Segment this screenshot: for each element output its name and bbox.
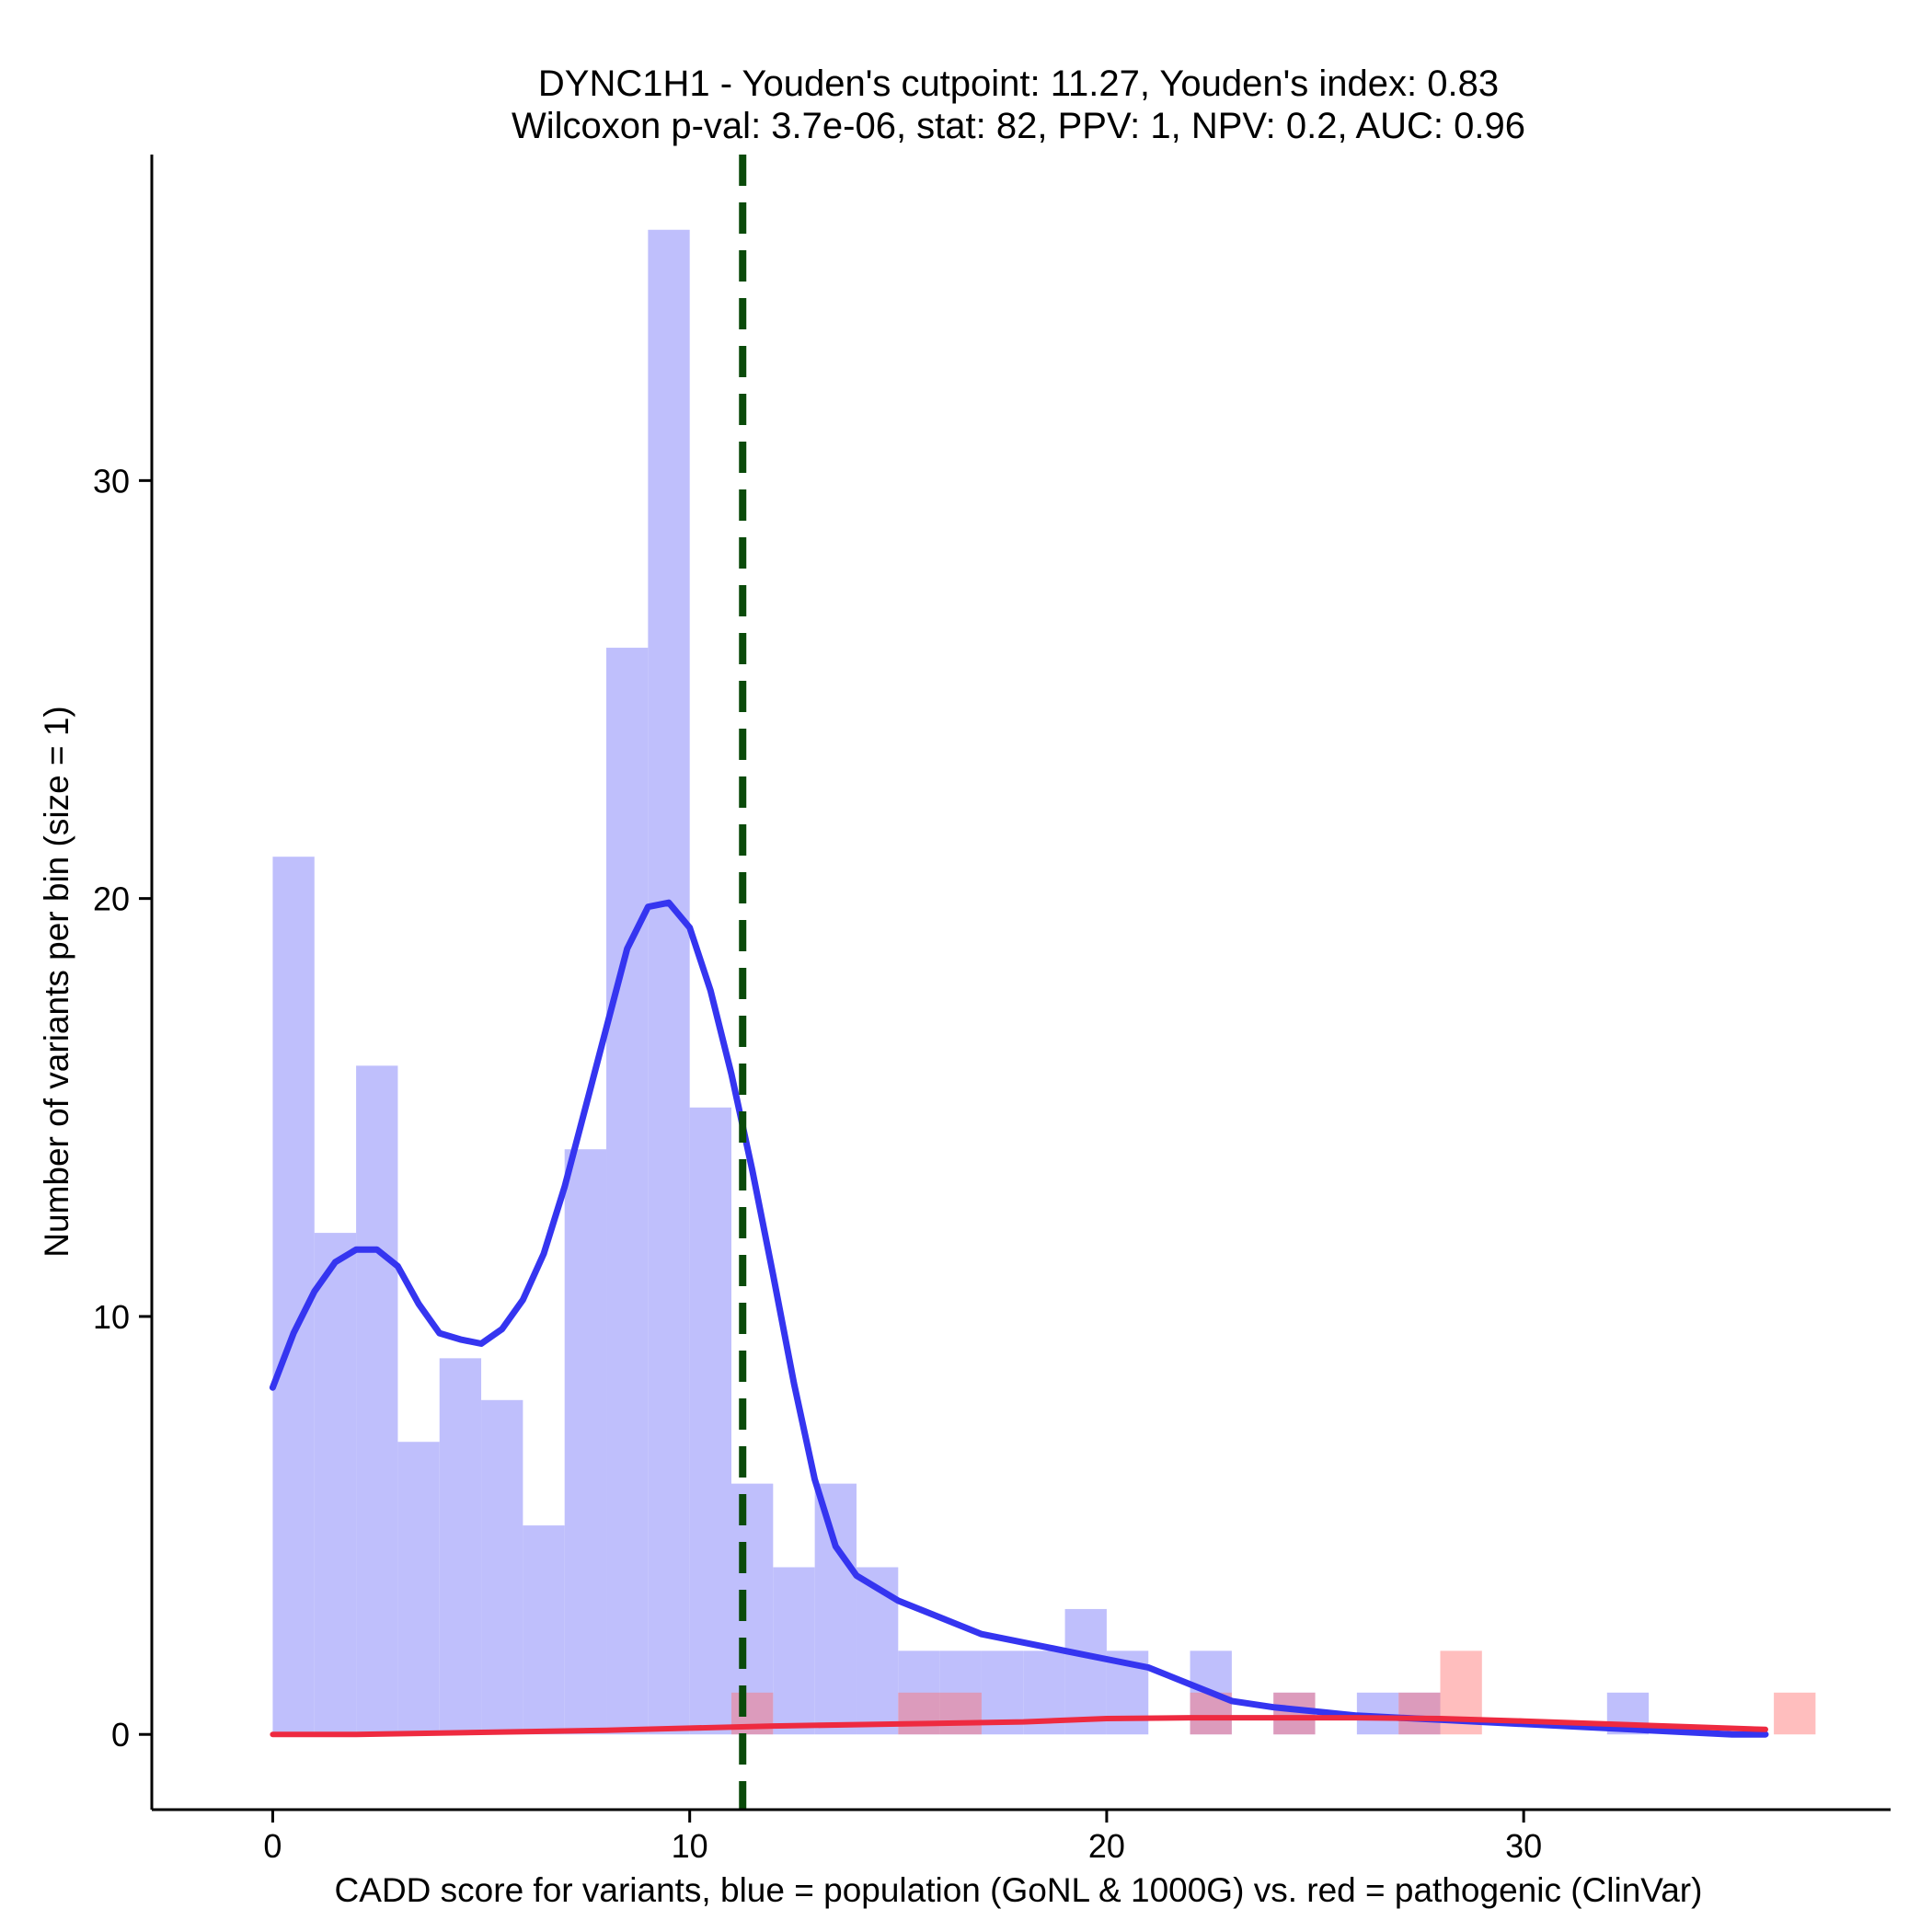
population-bar — [814, 1483, 857, 1735]
y-tick-label: 30 — [93, 462, 130, 500]
population-bar — [314, 1233, 357, 1735]
x-tick-label: 30 — [1505, 1827, 1542, 1865]
population-bar — [1064, 1608, 1107, 1735]
pathogenic-bar — [939, 1692, 982, 1735]
x-tick-label: 0 — [263, 1827, 282, 1865]
population-bar — [898, 1650, 940, 1735]
population-bar — [523, 1525, 565, 1735]
y-tick-label: 20 — [93, 880, 130, 918]
population-bar — [356, 1065, 398, 1735]
x-tick-label: 10 — [672, 1827, 708, 1865]
population-bar — [564, 1149, 607, 1735]
population-bar — [397, 1442, 440, 1735]
chart-title-line-2: Wilcoxon p-val: 3.7e-06, stat: 82, PPV: … — [512, 106, 1525, 146]
population-bar — [856, 1567, 899, 1735]
population-bar — [648, 229, 690, 1735]
population-bar — [689, 1107, 731, 1735]
y-axis-ticks: 0 10 20 30 — [93, 462, 152, 1754]
x-axis-label: CADD score for variants, blue = populati… — [335, 1871, 1703, 1909]
chart-title-line-1: DYNC1H1 - Youden's cutpoint: 11.27, Youd… — [538, 63, 1499, 104]
y-tick-label: 10 — [93, 1298, 130, 1336]
pathogenic-bar — [1398, 1692, 1441, 1735]
pathogenic-bars — [731, 1650, 1816, 1735]
pathogenic-density-curve — [270, 1715, 1768, 1738]
population-bar — [773, 1567, 815, 1735]
population-bars — [272, 229, 1650, 1735]
x-axis-ticks: 0 10 20 30 — [263, 1810, 1542, 1865]
population-bar — [731, 1483, 774, 1735]
y-axis-label: Number of variants per bin (size = 1) — [38, 706, 75, 1257]
x-tick-label: 20 — [1088, 1827, 1125, 1865]
population-bar — [606, 648, 649, 1735]
population-bar — [1398, 1692, 1441, 1735]
pathogenic-bar — [1774, 1692, 1816, 1735]
population-bar — [481, 1399, 523, 1735]
population-bar — [272, 857, 315, 1735]
y-tick-label: 0 — [111, 1716, 130, 1754]
population-bar — [439, 1358, 482, 1735]
pathogenic-bar — [898, 1692, 940, 1735]
